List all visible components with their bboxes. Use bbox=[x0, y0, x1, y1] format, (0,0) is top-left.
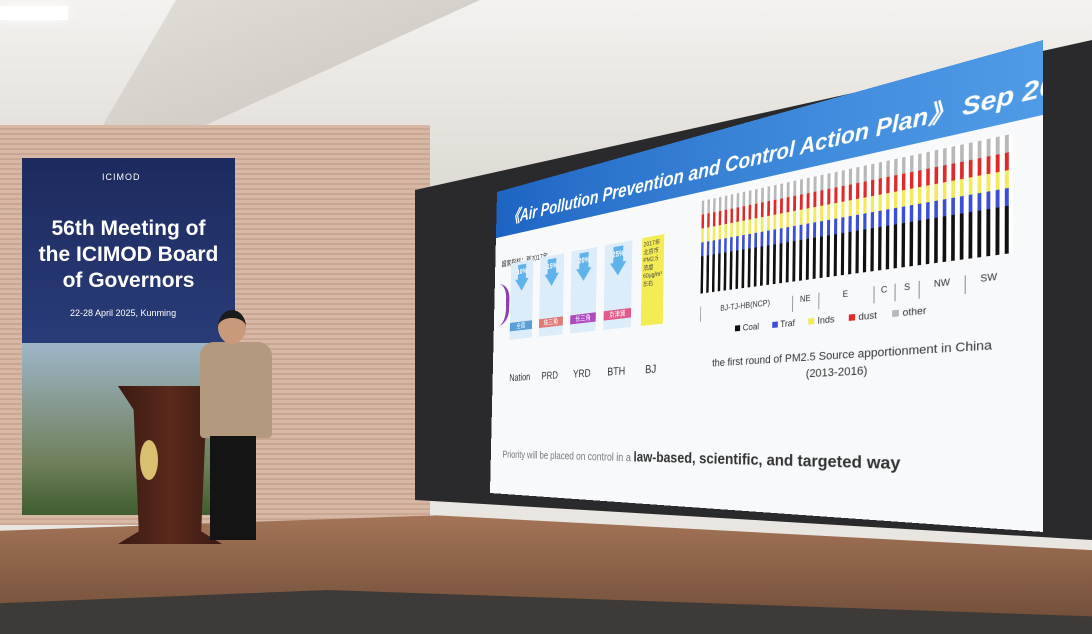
region-label: NW bbox=[919, 275, 965, 299]
region-label: SW bbox=[964, 269, 1013, 295]
legend-swatch bbox=[848, 313, 856, 321]
banner-date: 22-28 April 2025, Kunming bbox=[70, 308, 177, 318]
legend-item: Inds bbox=[808, 313, 835, 327]
legend-text: Coal bbox=[742, 321, 760, 333]
beijing-note: 2017年北京市PM2.5浓度60μg/m³左右 bbox=[642, 239, 663, 288]
region-label: NE bbox=[791, 292, 819, 313]
priority-emphasis: law-based, scientific, and targeted way bbox=[633, 449, 901, 474]
priority-lead: Priority will be placed on control in a bbox=[502, 448, 634, 464]
legend-text: dust bbox=[858, 309, 877, 323]
region-label: BJ-TJ-HB(NCP) bbox=[700, 295, 792, 322]
banner-title-line: of Governors bbox=[62, 269, 195, 292]
region-label: E bbox=[817, 286, 873, 310]
speaker-jacket bbox=[200, 342, 272, 438]
source-caption: the first round of PM2.5 Source apportio… bbox=[699, 335, 1012, 387]
target-label: BTH bbox=[607, 364, 626, 379]
legend-text: Traf bbox=[780, 317, 796, 330]
legend-text: other bbox=[902, 304, 927, 319]
legend-swatch bbox=[734, 325, 741, 332]
legend-swatch bbox=[892, 309, 900, 317]
legend-item: Coal bbox=[734, 321, 760, 333]
legend-swatch bbox=[808, 317, 815, 325]
legend-item: other bbox=[892, 305, 926, 319]
curved-arrow bbox=[498, 282, 510, 326]
priority-text: Priority will be placed on control in a … bbox=[502, 448, 900, 475]
beijing-label: BJ bbox=[644, 361, 657, 376]
region-label: S bbox=[894, 280, 920, 302]
legend-swatch bbox=[771, 321, 778, 329]
ceiling-light bbox=[0, 6, 68, 20]
speaker-legs bbox=[210, 436, 256, 540]
speaker-head bbox=[218, 310, 246, 344]
podium-emblem bbox=[140, 440, 158, 480]
legend-text: Inds bbox=[817, 313, 835, 326]
banner-title-line: 56th Meeting of bbox=[51, 217, 206, 240]
banner-title: 56th Meeting of the ICIMOD Board of Govern… bbox=[22, 216, 235, 294]
legend-item: Traf bbox=[771, 317, 796, 330]
legend-item: dust bbox=[848, 309, 877, 323]
banner-title-line: the ICIMOD Board bbox=[38, 243, 219, 266]
region-label: C bbox=[872, 283, 895, 304]
banner-logo: ICIMOD bbox=[102, 172, 141, 182]
